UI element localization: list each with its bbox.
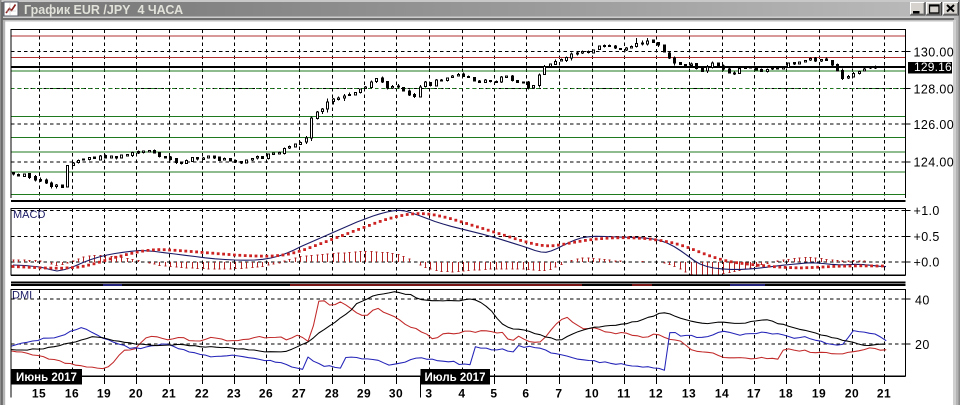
svg-text:Июнь 2017: Июнь 2017 [16,372,77,384]
svg-text:График EUR /JPY 4 ЧАСА: График EUR /JPY 4 ЧАСА [24,3,183,17]
svg-text:DMI: DMI [12,290,32,302]
svg-text:MACD: MACD [13,209,45,221]
svg-text:26: 26 [259,387,273,401]
svg-text:28: 28 [325,387,339,401]
svg-text:20: 20 [129,387,143,401]
svg-text:14: 14 [715,387,729,401]
svg-text:3: 3 [425,387,432,401]
svg-text:30: 30 [389,387,403,401]
svg-text:126.00: 126.00 [914,118,955,132]
svg-text:+0.5: +0.5 [914,230,940,244]
svg-text:16: 16 [65,387,79,401]
svg-text:21: 21 [162,387,176,401]
svg-text:40: 40 [915,293,930,307]
svg-text:13: 13 [682,387,696,401]
svg-text:6: 6 [522,387,529,401]
svg-text:21: 21 [877,387,891,401]
svg-text:+0.0: +0.0 [914,256,940,270]
svg-text:29: 29 [357,387,371,401]
svg-text:20: 20 [845,387,859,401]
svg-text:19: 19 [97,387,111,401]
svg-text:18: 18 [779,387,793,401]
svg-text:Июль 2017: Июль 2017 [425,372,486,384]
svg-text:129.16: 129.16 [914,60,952,74]
svg-text:11: 11 [617,387,631,401]
svg-text:7: 7 [555,387,562,401]
svg-text:19: 19 [812,387,826,401]
svg-text:23: 23 [227,387,241,401]
svg-text:17: 17 [747,387,761,401]
svg-text:128.00: 128.00 [914,83,955,97]
svg-text:12: 12 [649,387,663,401]
svg-text:22: 22 [195,387,209,401]
svg-text:+1.0: +1.0 [914,204,940,218]
svg-text:15: 15 [32,387,46,401]
svg-text:130.00: 130.00 [914,46,955,60]
svg-text:20: 20 [915,338,930,352]
svg-text:10: 10 [585,387,599,401]
svg-text:27: 27 [292,387,306,401]
svg-text:124.00: 124.00 [914,156,955,170]
svg-text:4: 4 [458,387,465,401]
svg-text:5: 5 [490,387,497,401]
